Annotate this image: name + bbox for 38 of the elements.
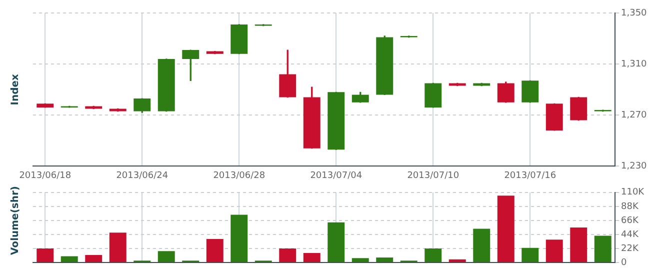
y-axis-title: Volume(shr) bbox=[10, 186, 21, 255]
bar bbox=[352, 258, 369, 262]
y-tick-label: 1,230 bbox=[621, 162, 648, 172]
bar bbox=[546, 240, 563, 262]
bar bbox=[109, 232, 126, 262]
bar bbox=[594, 236, 612, 262]
bar bbox=[206, 238, 224, 262]
bar bbox=[376, 257, 394, 262]
bar bbox=[85, 254, 102, 262]
y-tick-label: 44K bbox=[621, 230, 640, 240]
bar bbox=[303, 253, 320, 262]
y-tick-label: 1,310 bbox=[621, 59, 648, 70]
bar bbox=[448, 259, 466, 262]
bar bbox=[497, 196, 514, 262]
bar bbox=[60, 256, 78, 262]
bar bbox=[36, 248, 54, 262]
bar bbox=[522, 248, 539, 262]
bar bbox=[230, 214, 248, 262]
y-tick-label: 1,270 bbox=[621, 110, 648, 120]
y-tick-label: 88K bbox=[621, 202, 640, 212]
y-tick-label: 0 bbox=[621, 258, 627, 268]
bar bbox=[473, 228, 490, 262]
x-tick-label: 2013/07/04 bbox=[310, 170, 362, 181]
y-tick-label: 1,350 bbox=[621, 8, 648, 18]
bar bbox=[328, 222, 345, 262]
y-tick-label: 22K bbox=[621, 244, 640, 254]
bar bbox=[158, 251, 175, 262]
bar bbox=[424, 248, 442, 262]
bar bbox=[570, 228, 588, 262]
y-tick-label: 110K bbox=[621, 188, 646, 198]
bar bbox=[279, 248, 296, 262]
x-tick-label: 2013/06/28 bbox=[213, 170, 266, 181]
x-tick-label: 2013/07/16 bbox=[504, 170, 556, 181]
y-axis-title: Index bbox=[10, 74, 21, 106]
y-tick-label: 66K bbox=[621, 216, 640, 226]
x-tick-label: 2013/06/24 bbox=[116, 170, 168, 181]
x-tick-label: 2013/06/18 bbox=[19, 170, 72, 181]
x-tick-label: 2013/07/10 bbox=[407, 170, 460, 181]
